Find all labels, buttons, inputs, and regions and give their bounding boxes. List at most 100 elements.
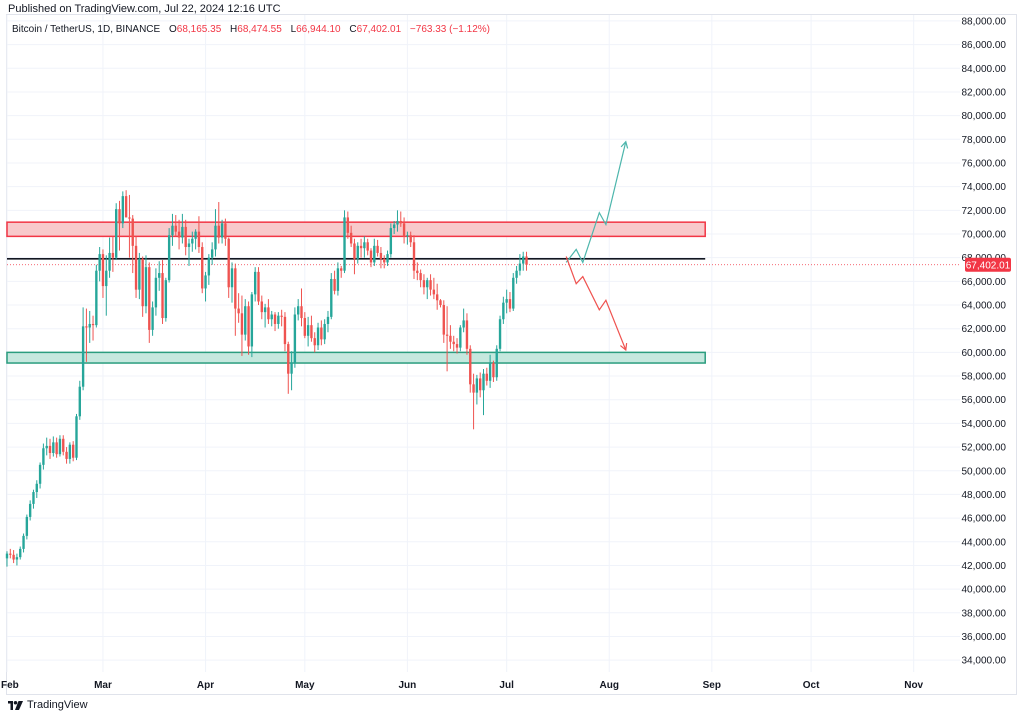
candle-body (310, 325, 313, 339)
candle-body (121, 196, 125, 224)
candle-body (359, 245, 363, 249)
last-price-badge (965, 257, 1011, 272)
candle-body (439, 300, 442, 306)
candle-body (449, 335, 452, 342)
candle-body (363, 242, 366, 249)
candle-body (181, 226, 184, 238)
price-axis: 88,000.00 86,000.00 84,000.00 82,000.00 80,0… (962, 16, 1007, 666)
candle-body (62, 438, 65, 452)
candle-body (191, 238, 194, 244)
candle-body (154, 277, 158, 308)
candle-body (300, 306, 303, 319)
price-tick-label: 50,000.00 (962, 466, 1007, 477)
candle-body (492, 363, 495, 378)
candle-body (336, 268, 340, 291)
candle-body (406, 235, 409, 237)
candle-body (366, 242, 369, 251)
candle-body (19, 548, 22, 558)
candle-body (240, 313, 244, 335)
candle-body (237, 308, 240, 314)
candle-body (333, 278, 336, 291)
candle-body (250, 294, 254, 347)
candle-body (442, 305, 445, 335)
bearish-projection-arrow (565, 256, 627, 351)
close-value: 67,402.01 (356, 24, 402, 35)
price-tick-label: 72,000.00 (962, 206, 1007, 217)
candles (5, 190, 528, 567)
candle-body (167, 235, 171, 281)
candle-body (263, 307, 267, 313)
candle-body (22, 535, 25, 549)
time-tick-label: Apr (197, 680, 214, 691)
time-tick-label: May (295, 680, 315, 691)
candle-body (409, 235, 412, 243)
candle-body (273, 314, 277, 324)
candle-body (91, 323, 95, 326)
price-tick-label: 62,000.00 (962, 324, 1007, 335)
price-tick-label: 86,000.00 (962, 40, 1007, 51)
candle-body (488, 363, 492, 381)
candle-body (267, 307, 270, 320)
time-tick-label: Sep (703, 680, 721, 691)
candle-body (220, 223, 224, 238)
time-tick-label: Aug (600, 680, 619, 691)
bearish-projection-arrow-head (620, 342, 628, 352)
price-tick-label: 40,000.00 (962, 585, 1007, 596)
candle-body (177, 231, 181, 238)
price-tick-label: 42,000.00 (962, 561, 1007, 572)
resistance-zone (6, 221, 706, 238)
time-tick-label: Mar (94, 680, 112, 691)
price-tick-label: 70,000.00 (962, 230, 1007, 241)
candle-body (98, 254, 101, 271)
high-value: 68,474.55 (237, 24, 282, 35)
candle-body (144, 267, 148, 307)
low-label: L (290, 24, 297, 35)
candle-body (459, 327, 462, 348)
candle-body (52, 442, 55, 453)
candle-body (482, 373, 485, 391)
candle-body (475, 378, 479, 393)
candle-body (353, 243, 356, 259)
candle-body (326, 316, 330, 324)
candle-body (105, 270, 108, 287)
time-tick-label: Nov (904, 680, 923, 691)
candle-body (297, 306, 300, 315)
candle-body (45, 445, 48, 449)
change-value: −763.33 (−1.12%) (409, 24, 490, 35)
candle-body (131, 218, 134, 246)
candle-body (419, 273, 422, 281)
candle-body (373, 245, 376, 263)
candle-body (48, 445, 52, 453)
candle-body (455, 344, 459, 348)
candle-body (330, 278, 333, 317)
candle-body (376, 245, 379, 253)
candle-body (522, 256, 525, 264)
candle-body (158, 273, 161, 278)
candle-body (386, 254, 389, 263)
price-tick-label: 48,000.00 (962, 490, 1007, 501)
candle-body (313, 338, 316, 346)
candle-body (280, 315, 283, 317)
time-axis: Feb Mar Apr May Jun Jul Aug Sep Oct Nov (1, 680, 924, 691)
price-tick-label: 82,000.00 (962, 87, 1007, 98)
candle-body (356, 245, 359, 259)
candle-body (293, 314, 297, 364)
candle-body (346, 217, 350, 233)
candle-body (525, 256, 528, 265)
candle-body (244, 306, 247, 335)
candle-body (369, 250, 373, 263)
low-value: 66,944.10 (296, 24, 341, 35)
candle-body (445, 334, 449, 336)
candle-body (402, 223, 406, 237)
candle-body (389, 228, 393, 255)
candle-body (429, 280, 432, 290)
candle-body (148, 267, 151, 330)
candle-body (174, 225, 177, 232)
candle-body (81, 326, 85, 387)
candle-body (118, 209, 121, 224)
candle-body (465, 320, 469, 349)
candle-body (392, 224, 396, 229)
price-tick-label: 44,000.00 (962, 537, 1007, 548)
price-tick-label: 60,000.00 (962, 348, 1007, 359)
